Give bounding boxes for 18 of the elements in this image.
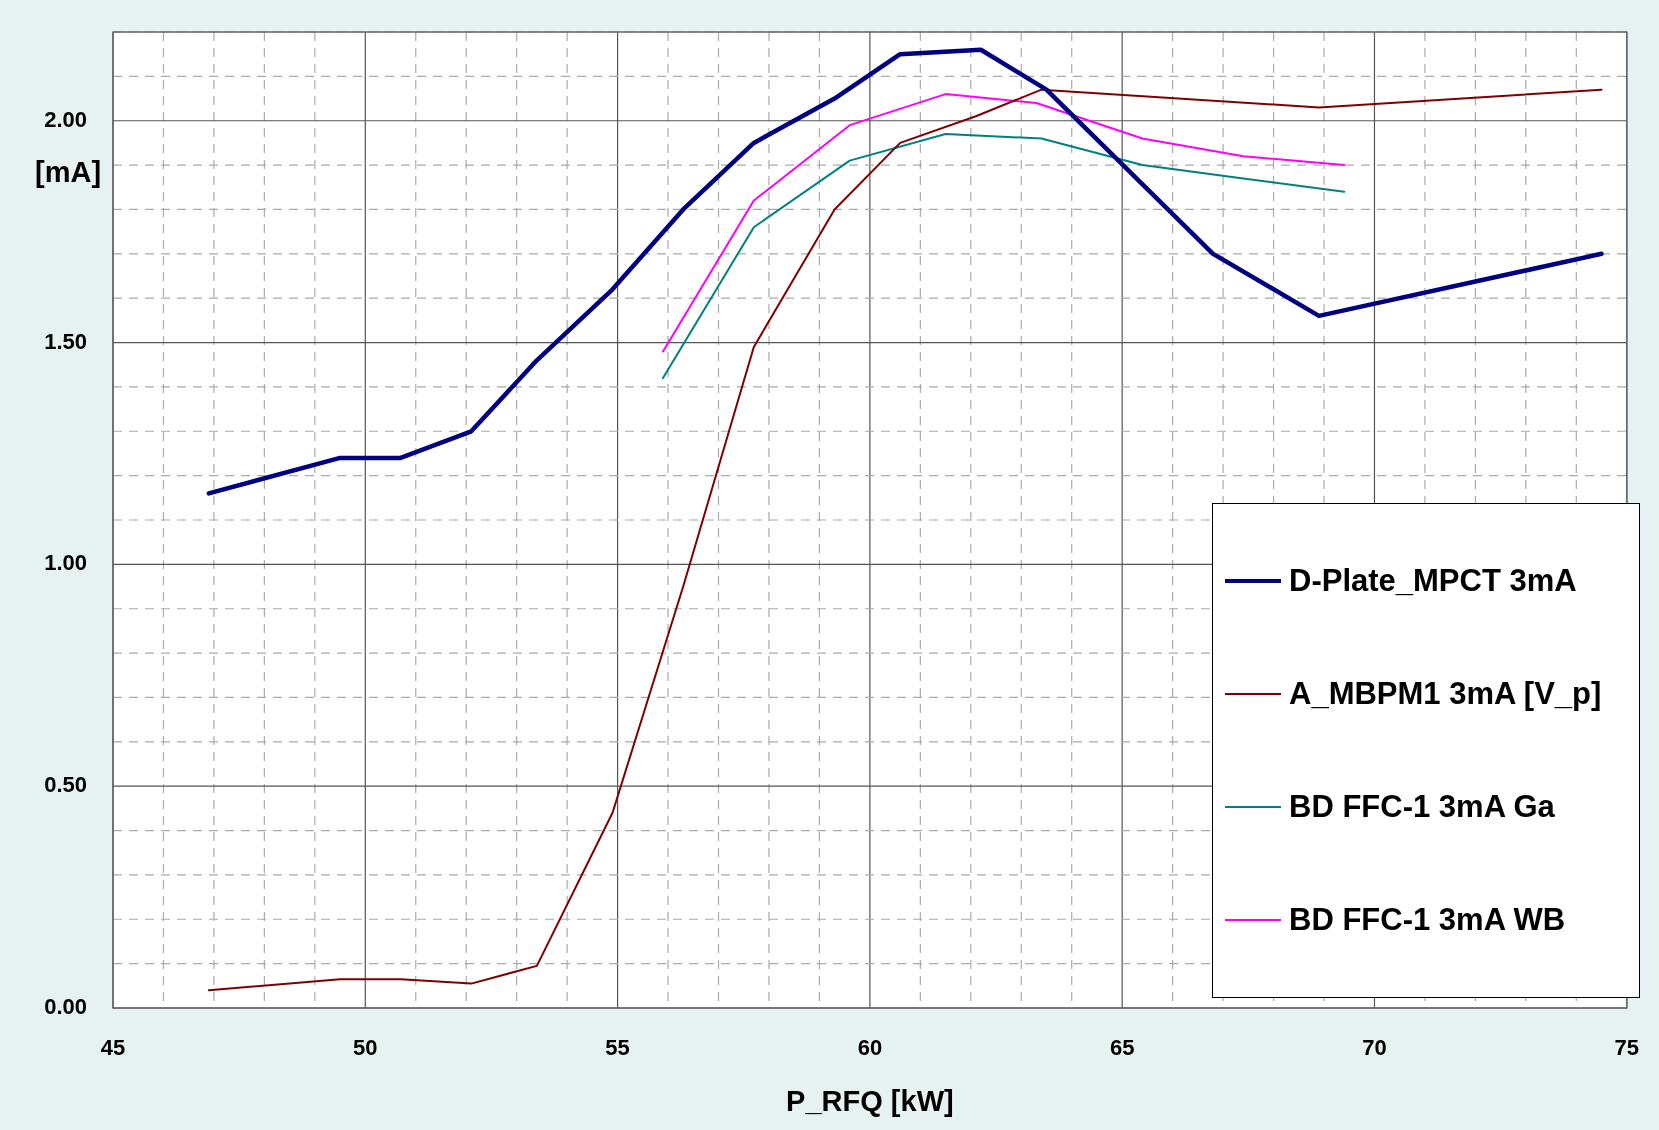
y-tick-label: 1.00 bbox=[44, 550, 87, 576]
x-tick-label: 60 bbox=[857, 1035, 883, 1061]
y-axis-title: [mA] bbox=[35, 155, 102, 188]
y-tick-label: 0.50 bbox=[44, 772, 87, 798]
x-tick-label: 55 bbox=[605, 1035, 630, 1061]
x-tick-label: 65 bbox=[1109, 1035, 1135, 1061]
x-tick-label: 70 bbox=[1362, 1035, 1387, 1061]
legend-label: BD FFC-1 3mA WB bbox=[1289, 902, 1566, 939]
x-tick-label: 45 bbox=[100, 1035, 126, 1061]
y-tick-label: 0.00 bbox=[44, 994, 87, 1020]
legend-label: D-Plate_MPCT 3mA bbox=[1289, 562, 1577, 599]
y-tick-label: 2.00 bbox=[44, 106, 87, 132]
x-axis-title: P_RFQ [kW] bbox=[786, 1085, 954, 1117]
y-tick-label: 1.50 bbox=[44, 328, 87, 354]
legend-label: A_MBPM1 3mA [V_p] bbox=[1289, 675, 1602, 712]
x-tick-label: 75 bbox=[1614, 1035, 1640, 1061]
legend-label: BD FFC-1 3mA Ga bbox=[1289, 789, 1555, 826]
x-tick-label: 50 bbox=[353, 1035, 378, 1061]
